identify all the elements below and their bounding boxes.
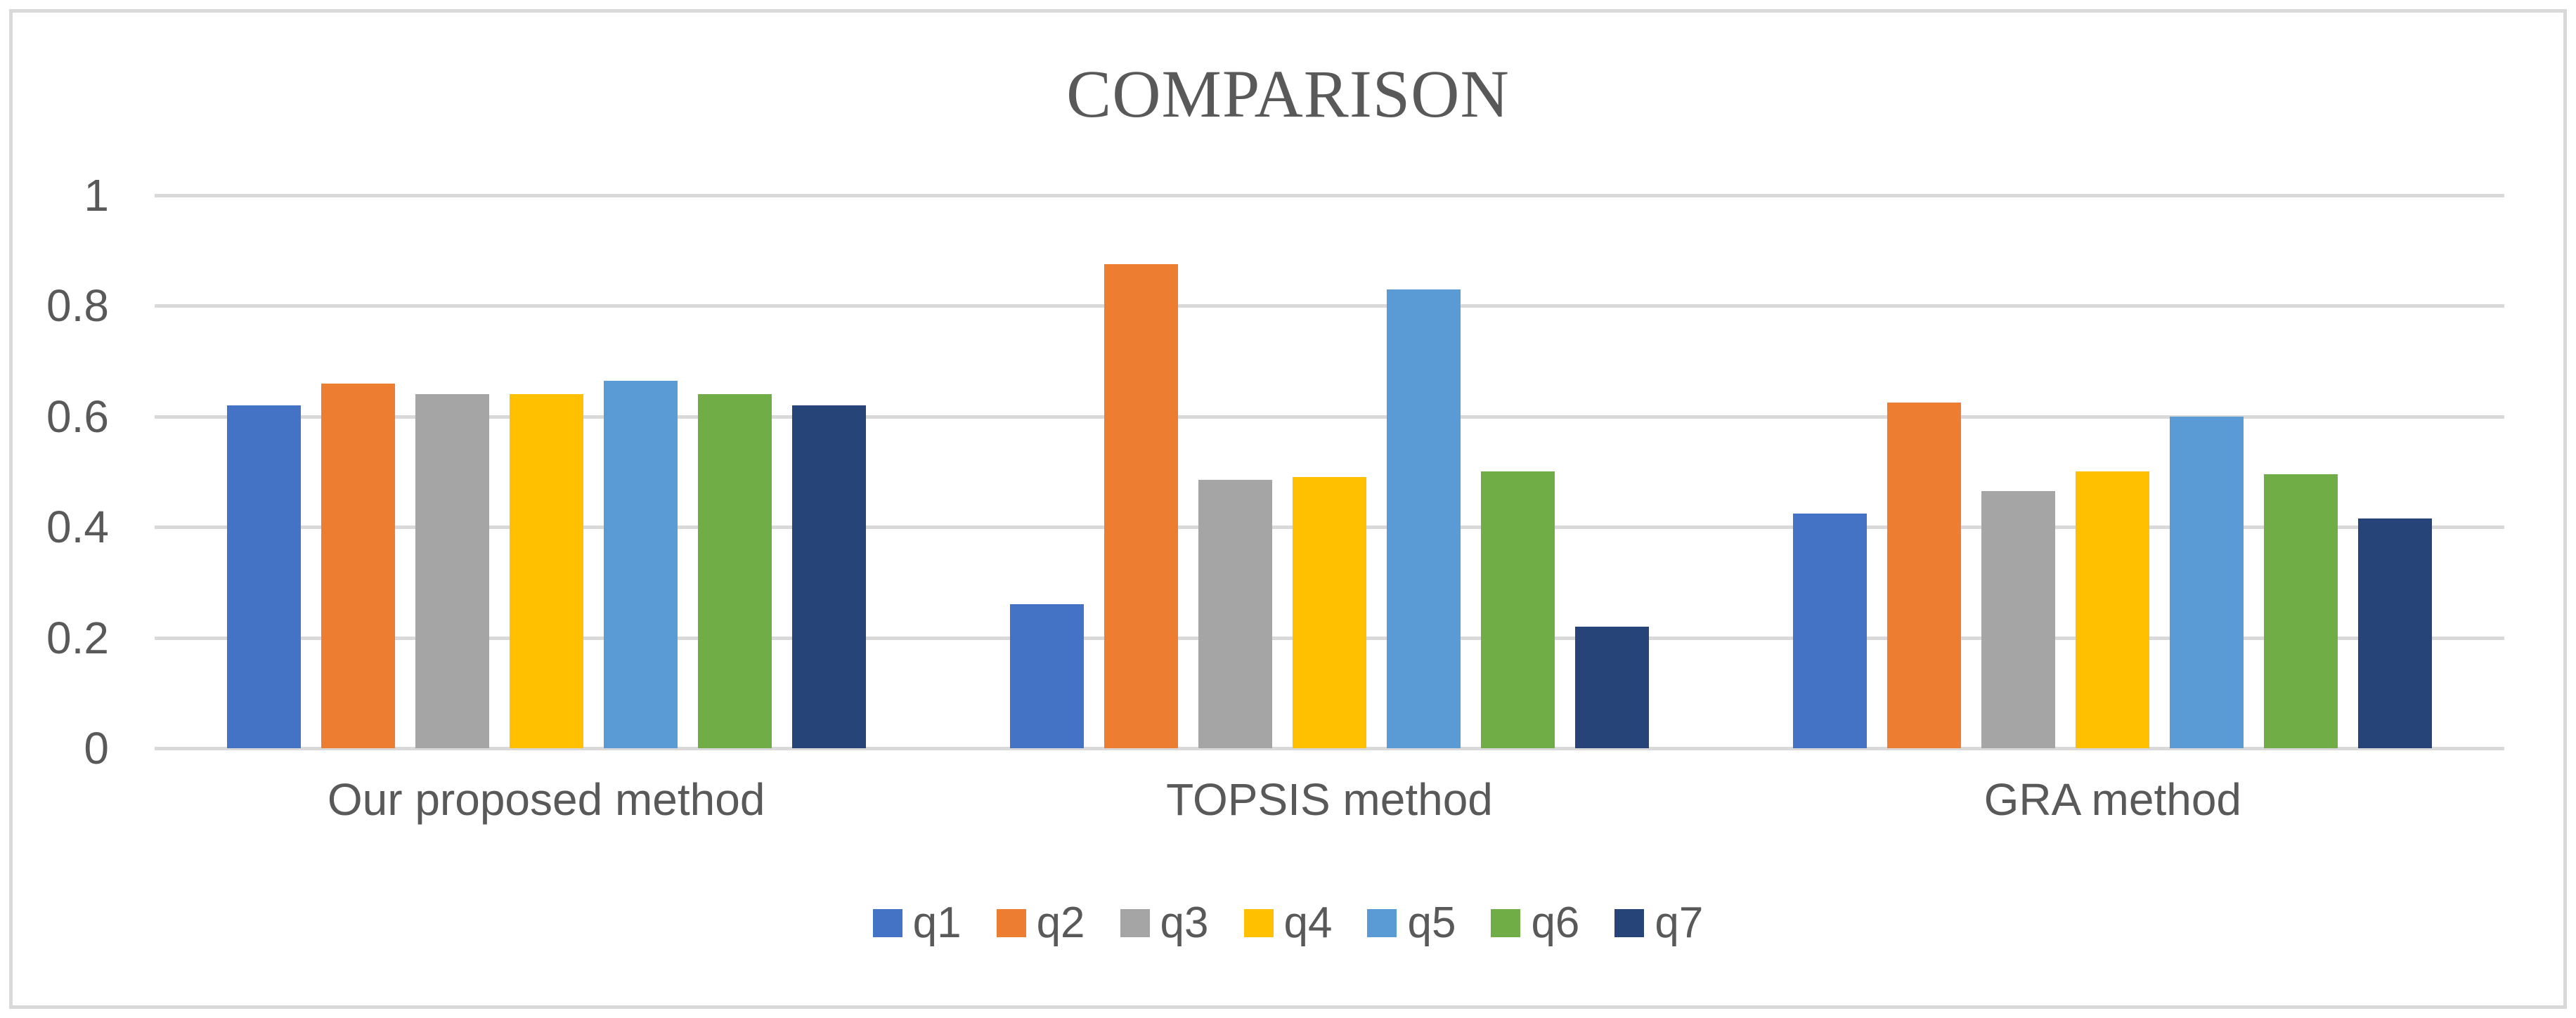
- bar-q3-2: [1198, 480, 1272, 748]
- legend-item-q2: q2: [996, 899, 1085, 947]
- bar-group-2: [938, 195, 1721, 748]
- legend-item-q5: q5: [1367, 901, 1456, 945]
- y-tick-label: 0.2: [46, 612, 109, 663]
- bar-q1-2: [1009, 604, 1084, 748]
- bar-q5-2: [1386, 289, 1461, 748]
- legend-label-q1: q1: [912, 899, 962, 947]
- x-axis-category-label-3: GRA method: [1983, 774, 2242, 825]
- bar-q5-1: [603, 381, 678, 748]
- legend-swatch-q3: [1120, 909, 1150, 937]
- legend: q1 q2 q3 q4 q5 q6 q7: [0, 901, 2576, 945]
- bar-q7-2: [1574, 627, 1649, 748]
- legend-item-q1: q1: [872, 899, 962, 947]
- legend-swatch-q1: [872, 909, 902, 937]
- bar-group-3: [1721, 195, 2504, 748]
- legend-label-q7: q7: [1655, 899, 1704, 947]
- x-axis-category-label-1: Our proposed method: [327, 774, 765, 825]
- legend-label-q4: q4: [1283, 899, 1333, 947]
- legend-swatch-q4: [1243, 909, 1274, 937]
- y-axis: 1 0.8 0.6 0.4 0.2 0: [0, 173, 109, 771]
- gridline-y-0.6: [155, 415, 2504, 419]
- bar-q7-1: [791, 405, 866, 748]
- bar-q4-3: [2076, 471, 2150, 748]
- bar-group-1: [155, 195, 938, 748]
- bar-q6-2: [1480, 471, 1555, 748]
- legend-swatch-q6: [1491, 909, 1521, 937]
- y-tick-label: 0: [84, 723, 109, 774]
- bar-groups: [155, 195, 2504, 748]
- bar-q2-2: [1103, 264, 1178, 748]
- gridline-y-0: [155, 747, 2504, 750]
- legend-swatch-q5: [1367, 909, 1397, 937]
- bar-q6-3: [2264, 474, 2338, 748]
- legend-item-q6: q6: [1491, 901, 1579, 945]
- legend-label-q3: q3: [1160, 899, 1209, 947]
- y-tick-label: 0.4: [46, 502, 109, 553]
- legend-item-q7: q7: [1614, 901, 1703, 945]
- chart-title: COMPARISON: [1066, 56, 1510, 131]
- legend-label-q6: q6: [1531, 899, 1580, 947]
- legend-item-q4: q4: [1243, 899, 1333, 947]
- bar-q7-3: [2358, 518, 2433, 748]
- legend-swatch-q2: [996, 909, 1026, 937]
- gridline-y-1: [155, 194, 2504, 197]
- bar-q2-3: [1887, 403, 1962, 748]
- x-axis-labels: Our proposed method TOPSIS method GRA meth…: [155, 774, 2504, 825]
- bar-q6-1: [697, 394, 772, 748]
- bar-q1-1: [226, 405, 301, 748]
- plot-area: [155, 194, 2504, 750]
- bar-q1-3: [1793, 514, 1868, 748]
- gridline-y-0.8: [155, 304, 2504, 308]
- x-axis-category-label-2: TOPSIS method: [1166, 774, 1493, 825]
- legend-label-q2: q2: [1036, 899, 1085, 947]
- bar-q3-3: [1981, 491, 2056, 748]
- bar-q2-1: [321, 384, 395, 748]
- legend-label-q5: q5: [1407, 899, 1456, 947]
- bar-q4-1: [509, 394, 583, 748]
- legend-item-q3: q3: [1120, 901, 1209, 945]
- bar-q5-3: [2170, 417, 2244, 748]
- bar-q4-2: [1292, 477, 1366, 748]
- bar-q3-1: [415, 394, 489, 748]
- y-tick-label: 0.6: [46, 391, 109, 442]
- y-tick-label: 0.8: [46, 280, 109, 332]
- legend-swatch-q7: [1614, 909, 1645, 937]
- y-tick-label: 1: [84, 170, 109, 221]
